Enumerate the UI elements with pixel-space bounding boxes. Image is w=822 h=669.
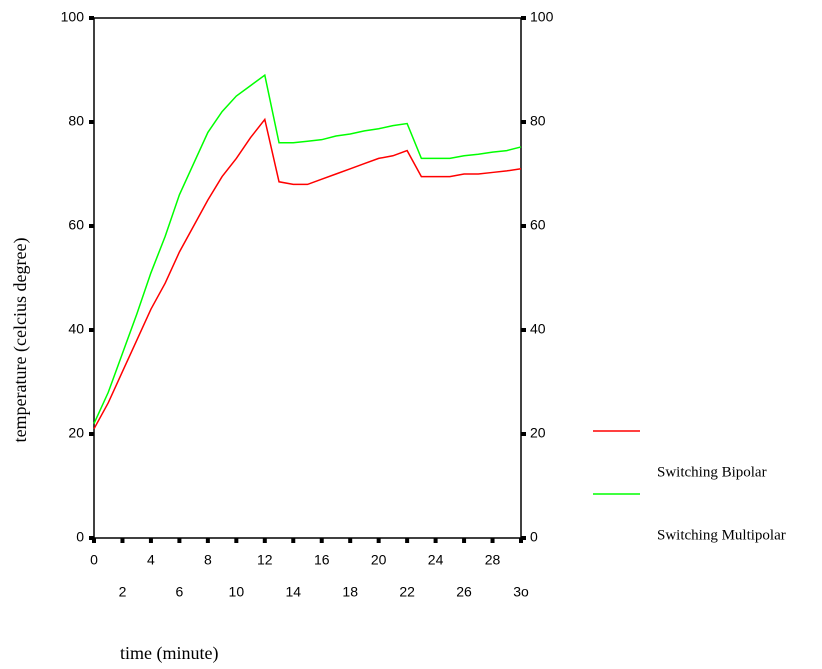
x-tick-label: 8 (204, 552, 212, 568)
y-tick-label: 40 (68, 321, 84, 337)
x-tick (491, 538, 495, 543)
y2-tick-label: 20 (530, 425, 546, 441)
x-tick (177, 538, 181, 543)
y2-tick-label: 100 (530, 9, 554, 25)
x-tick-label: 4 (147, 552, 155, 568)
y2-tick (521, 120, 526, 124)
x-tick-label: 22 (399, 584, 415, 600)
y2-tick (521, 16, 526, 20)
x-tick (405, 538, 409, 543)
series-line (94, 119, 521, 428)
x-tick-label: 28 (485, 552, 501, 568)
y2-tick (521, 224, 526, 228)
x-tick-label: 10 (229, 584, 245, 600)
y-tick (89, 120, 94, 124)
x-tick-label: 3o (513, 584, 529, 600)
x-tick (206, 538, 210, 543)
x-tick-label: 26 (456, 584, 472, 600)
x-tick-label: 12 (257, 552, 273, 568)
y-tick (89, 328, 94, 332)
x-tick-label: 2 (119, 584, 127, 600)
x-tick-label: 14 (285, 584, 301, 600)
y-tick (89, 432, 94, 436)
y-axis-label: temperature (celcius degree) (10, 238, 31, 443)
x-tick-label: 18 (342, 584, 358, 600)
chart: temperature (celcius degree) time (minut… (0, 0, 822, 669)
x-tick (377, 538, 381, 543)
x-axis-label: time (minute) (120, 643, 218, 664)
x-tick (92, 538, 96, 543)
x-tick (149, 538, 153, 543)
y-tick-label: 20 (68, 425, 84, 441)
x-tick (519, 538, 523, 543)
y2-tick-label: 0 (530, 529, 538, 545)
x-tick-label: 0 (90, 552, 98, 568)
legend-label: Switching Bipolar (657, 464, 767, 480)
x-tick (462, 538, 466, 543)
series-line (94, 75, 521, 423)
y2-tick-label: 40 (530, 321, 546, 337)
x-tick (320, 538, 324, 543)
x-tick (348, 538, 352, 543)
y2-tick-label: 80 (530, 113, 546, 129)
x-tick-label: 6 (176, 584, 184, 600)
y-tick (89, 224, 94, 228)
legend-label: Switching Multipolar (657, 527, 786, 543)
plot-frame (94, 18, 521, 538)
y-tick-label: 80 (68, 113, 84, 129)
y-tick-label: 0 (76, 529, 84, 545)
x-tick-label: 24 (428, 552, 444, 568)
x-tick (263, 538, 267, 543)
y-tick-label: 100 (61, 9, 85, 25)
y2-tick-label: 60 (530, 217, 546, 233)
y2-tick (521, 328, 526, 332)
x-tick (434, 538, 438, 543)
x-tick (234, 538, 238, 543)
y-tick (89, 16, 94, 20)
x-tick (120, 538, 124, 543)
x-tick-label: 16 (314, 552, 330, 568)
y2-tick (521, 432, 526, 436)
x-tick-label: 20 (371, 552, 387, 568)
y-tick-label: 60 (68, 217, 84, 233)
x-tick (291, 538, 295, 543)
